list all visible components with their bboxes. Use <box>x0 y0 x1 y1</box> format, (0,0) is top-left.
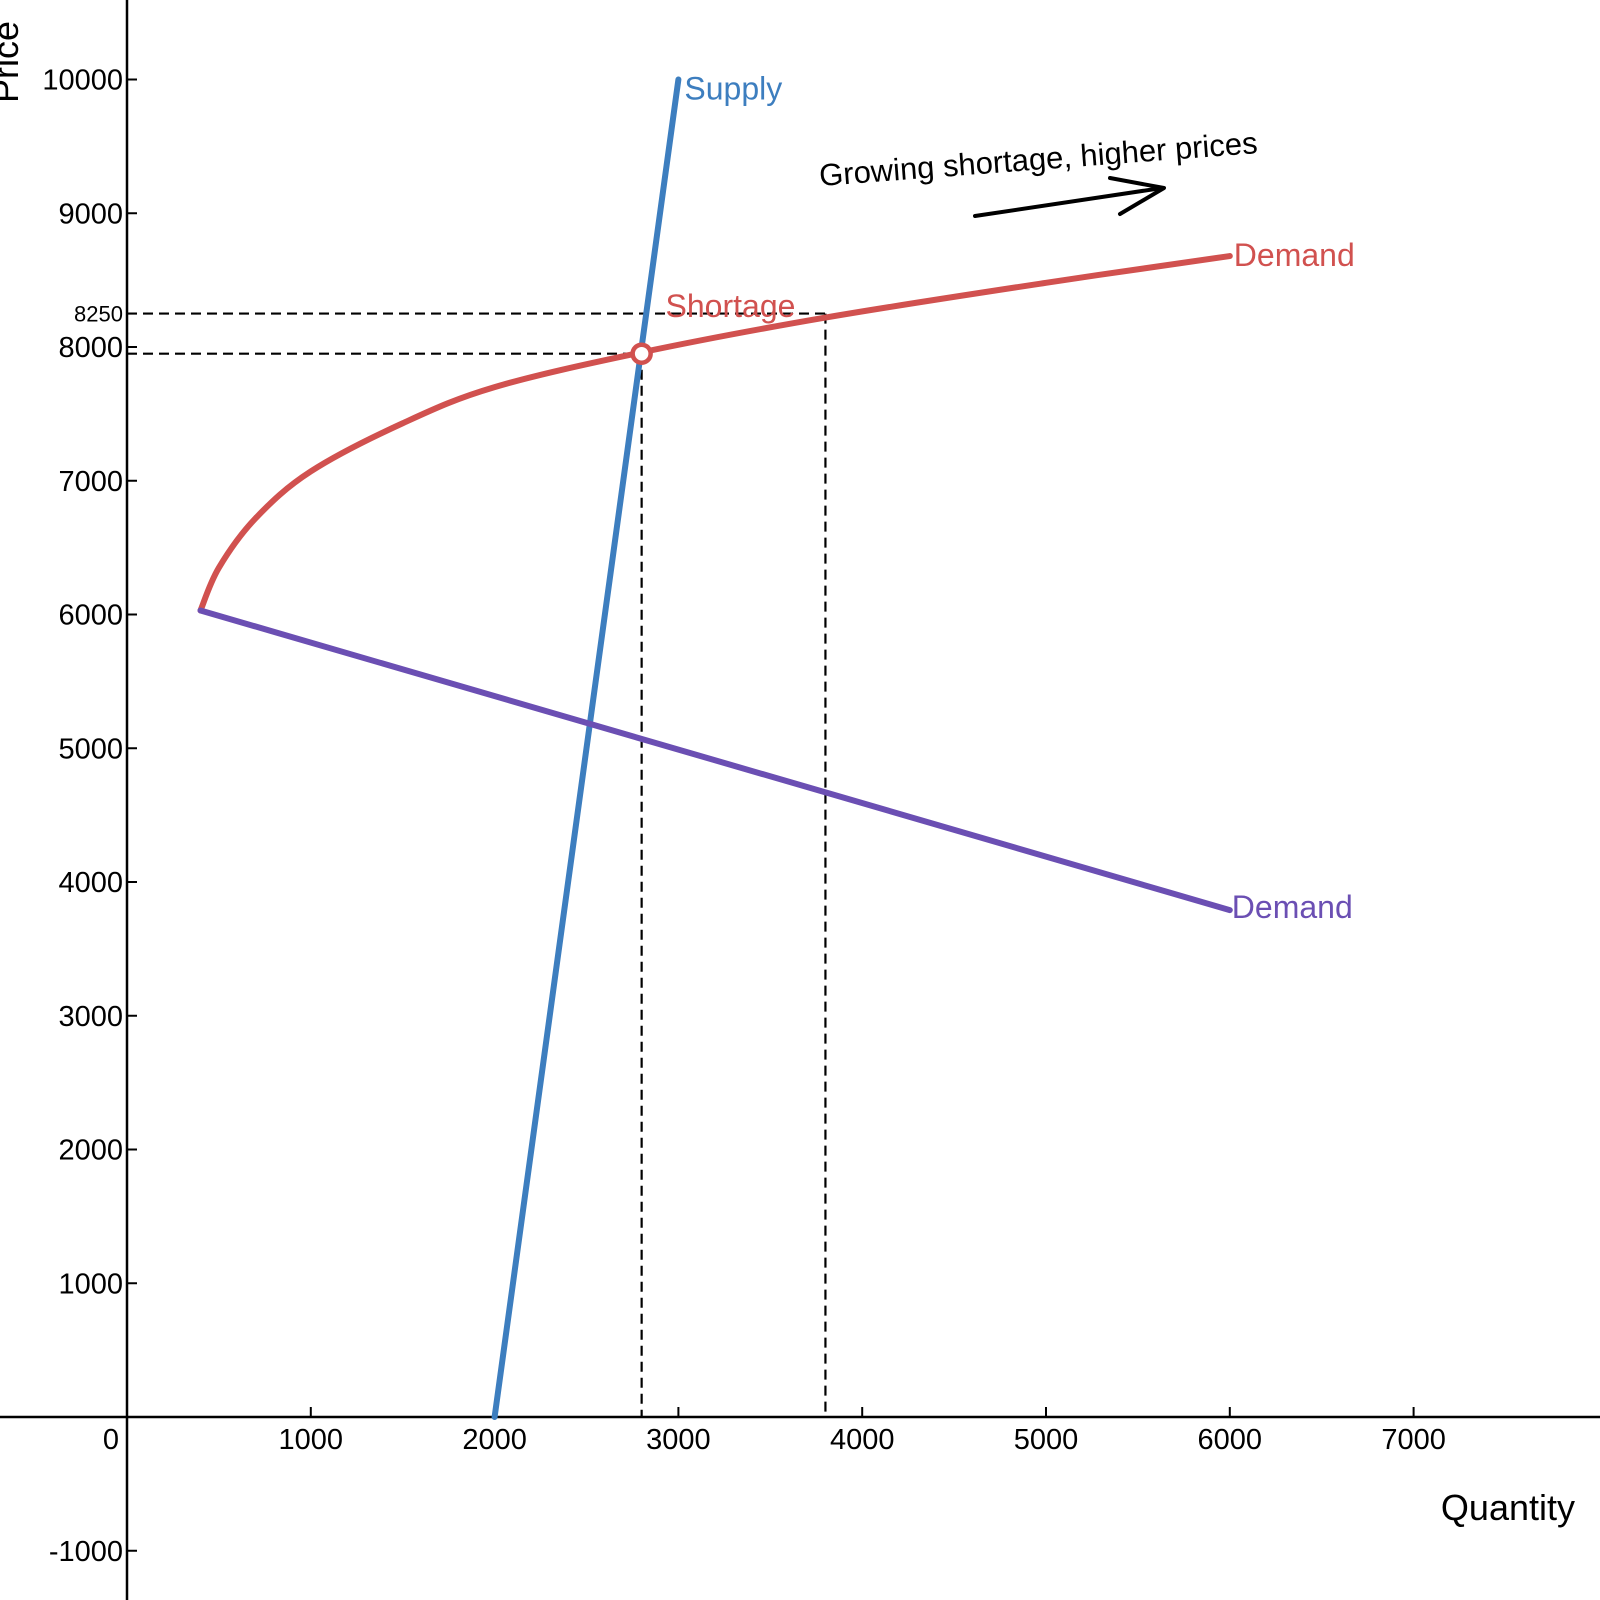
x-tick-label: 4000 <box>830 1424 895 1456</box>
y-tick-label: 8000 <box>58 332 123 364</box>
y-tick-label: 9000 <box>58 198 123 230</box>
y-tick-label: 2000 <box>58 1135 123 1167</box>
x-tick-label: 6000 <box>1198 1424 1263 1456</box>
y-tick-label-8250: 8250 <box>74 302 123 327</box>
y-tick-label: 1000 <box>58 1268 123 1300</box>
demand-label-purple: Demand <box>1232 889 1353 925</box>
x-tick-label: 5000 <box>1014 1424 1079 1456</box>
demand-line-purple <box>197 607 1233 914</box>
y-axis-label: Price <box>0 21 26 103</box>
x-tick-label: 1000 <box>279 1424 344 1456</box>
x-tick-label: 2000 <box>462 1424 527 1456</box>
y-tick-label: 4000 <box>58 867 123 899</box>
y-tick-label: 5000 <box>58 733 123 765</box>
demand-label-red: Demand <box>1234 237 1355 273</box>
x-tick-label: 3000 <box>646 1424 711 1456</box>
arrowhead-icon <box>1108 176 1166 216</box>
growing-shortage-annotation: Growing shortage, higher prices <box>818 125 1259 193</box>
y-tick-label: 6000 <box>58 600 123 632</box>
demand-curve-red <box>197 253 1233 614</box>
right-arrow-icon <box>973 186 1164 218</box>
reference-lines <box>127 312 827 1417</box>
x-tick-label: 7000 <box>1381 1424 1446 1456</box>
series-group <box>197 76 1233 1420</box>
y-tick-label: 10000 <box>42 65 123 97</box>
y-tick-label: 7000 <box>58 466 123 498</box>
shortage-label: Shortage <box>666 288 796 324</box>
y-tick-label: -1000 <box>49 1536 123 1568</box>
y-tick-label: 3000 <box>58 1001 123 1033</box>
x-axis-label: Quantity <box>1441 1487 1575 1528</box>
x-tick-label: 0 <box>103 1424 119 1456</box>
labels-group: Supply Demand Demand <box>684 71 1354 926</box>
supply-line <box>491 76 682 1420</box>
supply-label: Supply <box>684 71 782 107</box>
equilibrium-point <box>630 342 653 365</box>
